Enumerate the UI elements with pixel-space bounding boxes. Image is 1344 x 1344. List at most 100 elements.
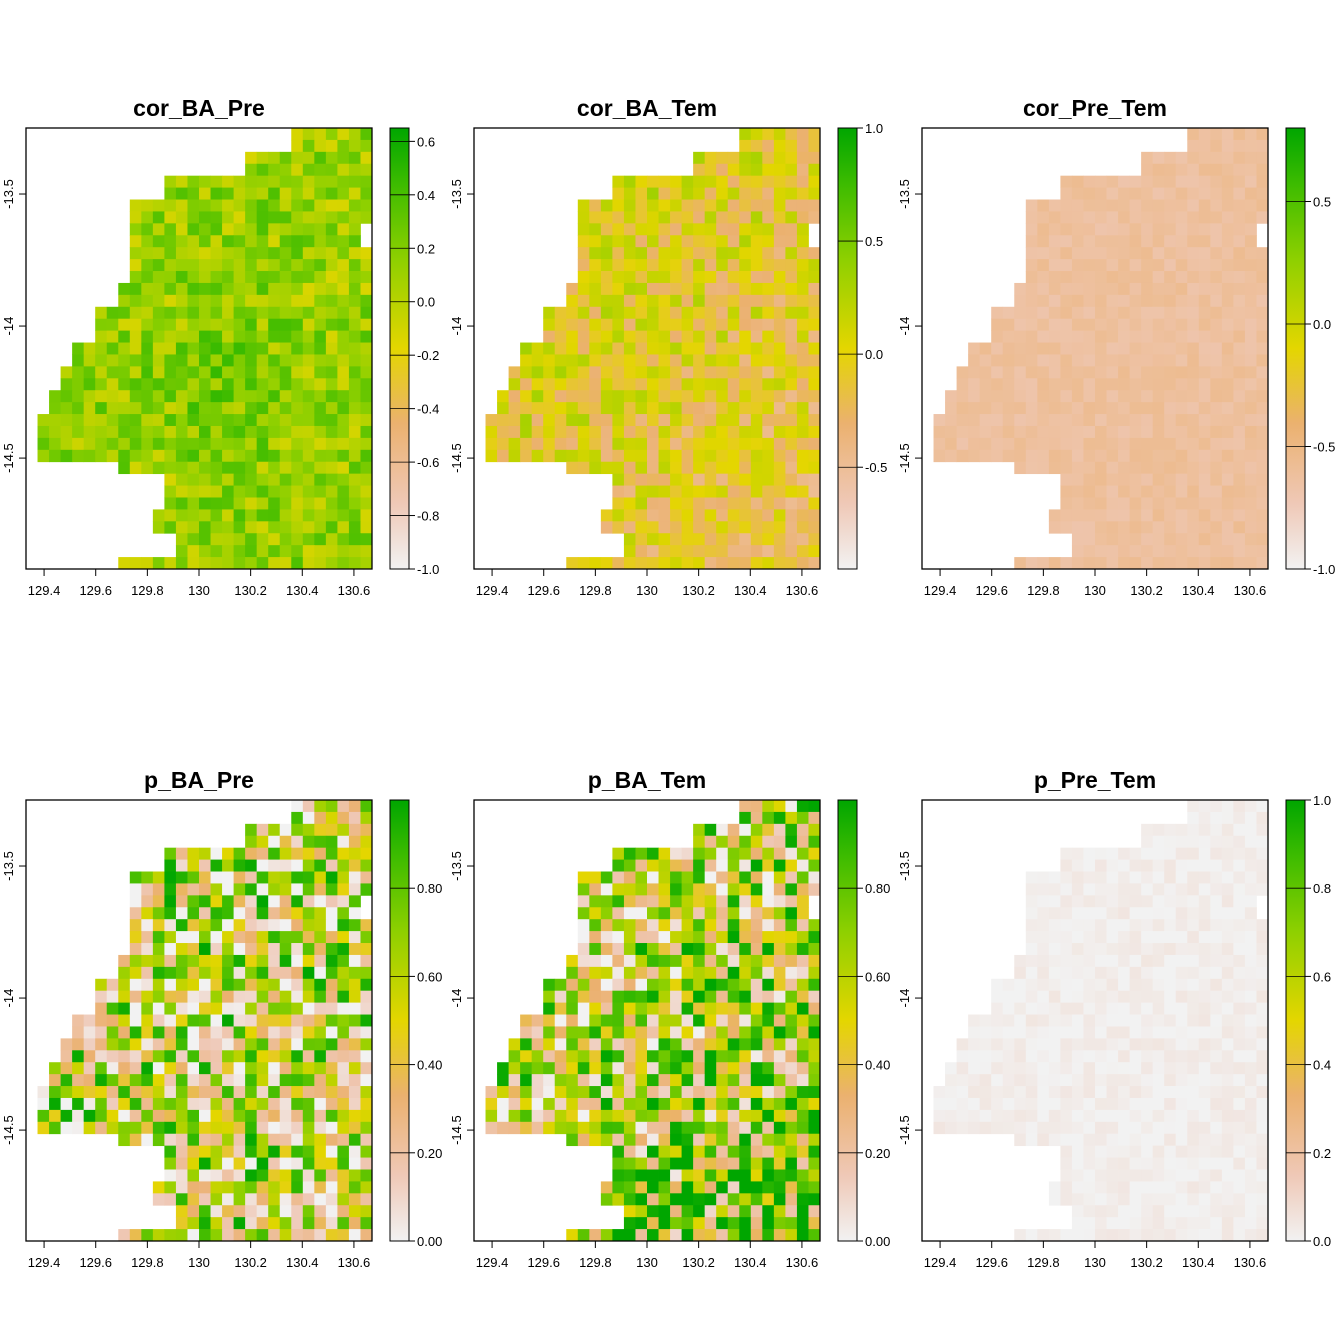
raster-cell — [796, 271, 809, 284]
raster-cell — [727, 163, 740, 177]
raster-cell — [750, 485, 763, 498]
x-tick-label: 130 — [188, 1255, 210, 1270]
raster-cell — [647, 390, 659, 403]
raster-cell — [337, 1038, 350, 1051]
raster-cell — [210, 199, 223, 212]
raster-cell — [762, 247, 775, 260]
raster-cell — [577, 1026, 590, 1039]
raster-cell — [72, 1097, 85, 1111]
x-tick-label: 129.8 — [579, 583, 612, 598]
raster-cell — [1071, 485, 1084, 498]
raster-cell — [1037, 978, 1050, 992]
raster-cell — [670, 366, 682, 379]
raster-cell — [647, 259, 659, 272]
raster-cell — [1175, 931, 1188, 944]
raster-cell — [589, 414, 602, 427]
raster-cell — [1221, 800, 1234, 813]
y-tick-label: -13.5 — [897, 851, 912, 881]
raster-cell — [612, 1014, 625, 1027]
raster-cell — [1164, 485, 1177, 498]
raster-cell — [1037, 919, 1050, 932]
raster-cell — [1083, 366, 1096, 379]
raster-cell — [222, 871, 234, 884]
raster-cell — [762, 1038, 775, 1051]
raster-cell — [635, 1002, 648, 1015]
raster-cell — [152, 271, 165, 284]
raster-cell — [750, 318, 763, 332]
raster-cell — [543, 437, 556, 451]
raster-cell — [1025, 1229, 1038, 1242]
raster-cell — [348, 1145, 361, 1158]
raster-cell — [129, 390, 142, 403]
raster-cell — [1256, 811, 1269, 825]
raster-cell — [325, 449, 338, 463]
raster-cell — [796, 1086, 809, 1099]
raster-cell — [600, 1229, 613, 1242]
raster-cell — [508, 1062, 521, 1075]
raster-cell — [337, 271, 350, 284]
raster-cell — [1060, 509, 1073, 522]
raster-cell — [1048, 1002, 1061, 1015]
raster-cell — [1071, 847, 1084, 860]
raster-cell — [1256, 1157, 1269, 1170]
raster-cell — [245, 449, 258, 463]
raster-cell — [106, 366, 119, 379]
raster-cell — [1152, 175, 1165, 188]
raster-cell — [337, 1169, 350, 1182]
raster-cell — [1175, 1169, 1188, 1182]
raster-cell — [1071, 390, 1084, 403]
raster-cell — [1164, 1169, 1177, 1182]
raster-cell — [1025, 907, 1038, 920]
raster-cell — [314, 1050, 327, 1063]
raster-cell — [279, 823, 292, 837]
raster-cell — [314, 978, 327, 992]
raster-cell — [1233, 1145, 1246, 1158]
raster-cell — [1187, 485, 1200, 498]
raster-cell — [291, 414, 304, 427]
raster-cell — [991, 978, 1004, 992]
raster-cell — [623, 895, 636, 908]
raster-cell — [739, 139, 752, 153]
colorbar-tick-label: 0.00 — [417, 1234, 442, 1249]
raster-cell — [554, 990, 567, 1004]
raster-cell — [543, 449, 556, 463]
raster-cell — [796, 1002, 809, 1015]
raster-cell — [566, 437, 579, 451]
raster-cell — [1233, 1193, 1246, 1206]
raster-cell — [95, 1086, 108, 1099]
raster-cell — [1060, 895, 1073, 908]
raster-cell — [577, 342, 590, 355]
raster-cell — [1233, 943, 1246, 956]
raster-cell — [106, 1026, 119, 1039]
raster-cell — [520, 1014, 533, 1027]
raster-cell — [1106, 259, 1119, 272]
raster-cell — [256, 954, 269, 968]
raster-cell — [72, 1050, 85, 1063]
raster-cell — [808, 1133, 821, 1147]
colorbar-tick-label: 0.5 — [1313, 195, 1331, 210]
raster-cell — [796, 557, 809, 570]
raster-cell — [623, 1109, 636, 1123]
raster-cell — [233, 1181, 246, 1194]
raster-cell — [222, 354, 234, 367]
raster-cell — [1233, 378, 1246, 391]
raster-cell — [508, 1050, 521, 1063]
raster-cell — [164, 175, 177, 188]
raster-cell — [796, 509, 809, 522]
raster-cell — [693, 1038, 706, 1051]
raster-cell — [1256, 366, 1269, 379]
raster-cell — [1048, 461, 1061, 475]
raster-cell — [1141, 366, 1154, 379]
raster-cell — [222, 485, 234, 498]
raster-cell — [785, 871, 798, 884]
raster-cell — [268, 978, 281, 992]
raster-cell — [1141, 1181, 1154, 1194]
raster-cell — [1095, 449, 1107, 463]
raster-cell — [314, 859, 327, 872]
raster-cell — [360, 966, 373, 980]
raster-cell — [1095, 557, 1107, 570]
raster-cell — [233, 223, 246, 236]
raster-cell — [647, 211, 659, 224]
raster-cell — [716, 271, 729, 284]
raster-cell — [1025, 247, 1038, 260]
